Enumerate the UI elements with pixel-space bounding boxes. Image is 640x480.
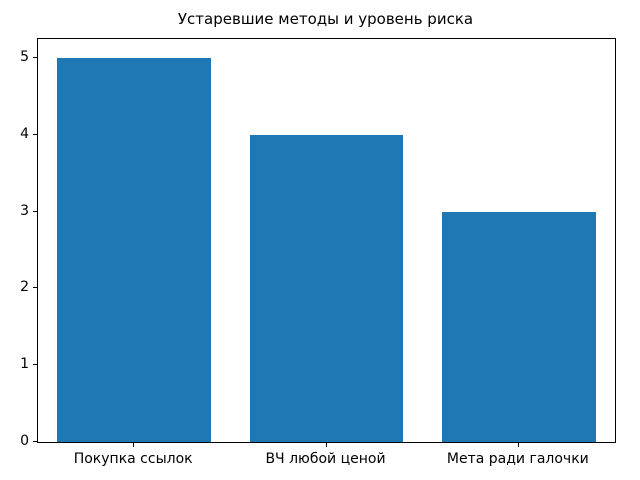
- y-tick-mark: [33, 210, 37, 212]
- y-tick-label: 3: [20, 202, 29, 219]
- y-tick-mark: [33, 287, 37, 289]
- bar: [249, 134, 404, 442]
- y-tick-label: 2: [20, 279, 29, 296]
- x-tick-mark: [325, 443, 327, 447]
- x-tick-label: ВЧ любой ценой: [265, 451, 386, 467]
- y-tick-mark: [33, 57, 37, 59]
- x-tick-mark: [133, 443, 135, 447]
- x-tick-mark: [517, 443, 519, 447]
- x-tick-label: Мета ради галочки: [446, 451, 589, 467]
- plot-area: [37, 38, 616, 443]
- x-tick-label: Покупка ссылок: [73, 451, 193, 467]
- bar: [57, 58, 212, 442]
- y-tick-mark: [33, 441, 37, 442]
- y-tick-mark: [33, 364, 37, 366]
- bar: [441, 211, 596, 442]
- y-tick-mark: [33, 133, 37, 135]
- y-tick-label: 5: [20, 49, 29, 66]
- y-tick-label: 1: [20, 356, 29, 373]
- chart-title: Устаревшие методы и уровень риска: [177, 10, 474, 28]
- y-tick-label: 4: [20, 125, 29, 142]
- y-tick-label: 0: [20, 433, 29, 449]
